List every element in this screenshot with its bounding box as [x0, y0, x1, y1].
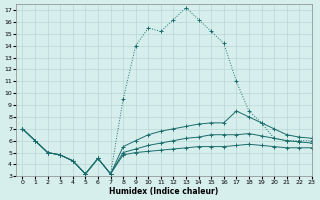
X-axis label: Humidex (Indice chaleur): Humidex (Indice chaleur) [109, 187, 219, 196]
